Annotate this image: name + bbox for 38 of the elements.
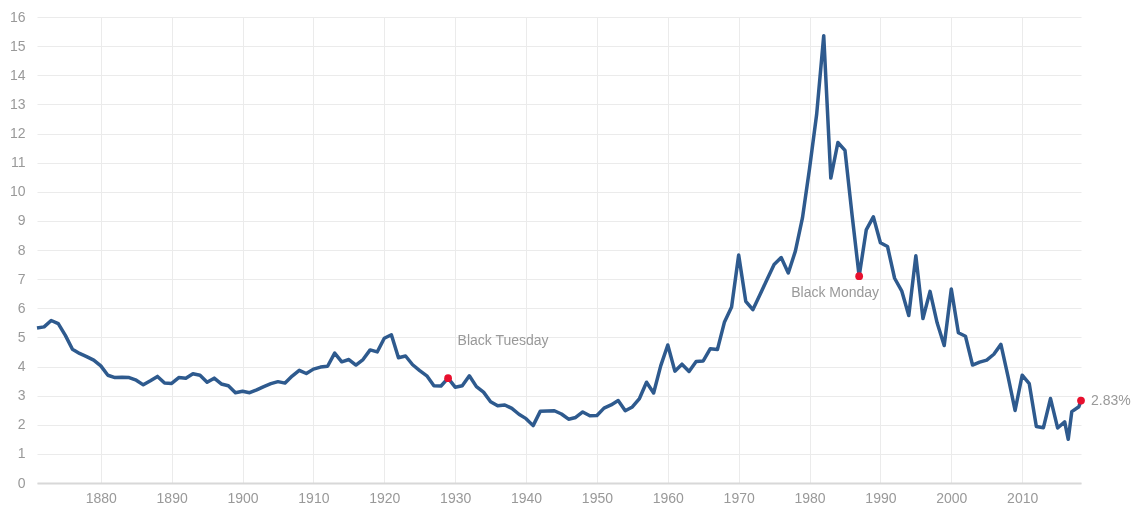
annotation: 2.83% bbox=[1091, 391, 1131, 408]
y-tick-label: 6 bbox=[17, 299, 26, 316]
x-tick-label: 1900 bbox=[227, 489, 259, 506]
y-tick-label: 3 bbox=[17, 387, 26, 404]
point bbox=[855, 272, 864, 281]
y-tick-label: 9 bbox=[17, 212, 26, 229]
y-tick-label: 13 bbox=[9, 95, 26, 112]
x-tick-label: 1920 bbox=[369, 489, 401, 506]
y-tick-label: 7 bbox=[17, 270, 26, 287]
point bbox=[1077, 396, 1085, 405]
x-tick-label: 1990 bbox=[865, 489, 897, 506]
y-tick-label: 8 bbox=[17, 241, 26, 258]
x-tick-label: 1940 bbox=[510, 489, 543, 506]
y-tick-label: 5 bbox=[17, 328, 26, 345]
y-tick-label: 1 bbox=[17, 445, 26, 462]
y-tick-label: 2 bbox=[17, 416, 26, 433]
y-tick-label: 16 bbox=[9, 8, 26, 25]
y-tick-label: 11 bbox=[10, 154, 26, 171]
point bbox=[444, 374, 452, 383]
x-tick-label: 1930 bbox=[440, 489, 472, 506]
x-tick-label: 1910 bbox=[298, 489, 330, 506]
x-tick-label: 1960 bbox=[652, 489, 685, 506]
annotation: Black Tuesday bbox=[457, 332, 549, 349]
annotation: Black Monday bbox=[791, 284, 880, 301]
x-tick-label: 1880 bbox=[85, 489, 118, 506]
x-tick-label: 1890 bbox=[156, 489, 188, 506]
x-tick-label: 1970 bbox=[723, 489, 755, 506]
y-tick-label: 15 bbox=[9, 37, 26, 54]
line-series bbox=[35, 33, 1083, 442]
x-tick-label: 1980 bbox=[794, 489, 826, 506]
x-tick-label: 2010 bbox=[1007, 489, 1039, 506]
y-tick-label: 14 bbox=[9, 66, 26, 83]
y-tick-label: 10 bbox=[9, 183, 26, 200]
x-tick-label: 2000 bbox=[936, 489, 968, 506]
x-tick-label: 1950 bbox=[581, 489, 614, 506]
y-tick-label: 4 bbox=[17, 358, 26, 374]
y-tick-label: 0 bbox=[17, 474, 26, 491]
y-tick-label: 12 bbox=[9, 125, 26, 141]
